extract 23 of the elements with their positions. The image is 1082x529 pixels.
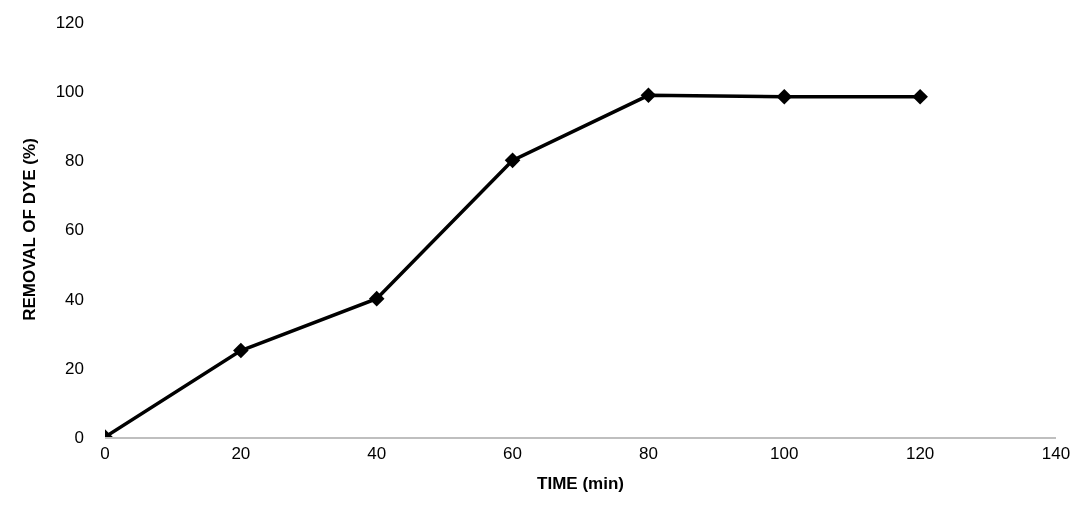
- point: [368, 290, 385, 307]
- x-tick-label: 0: [100, 444, 110, 464]
- x-tick-label: 60: [503, 444, 523, 464]
- y-tick-label: 0: [74, 427, 84, 447]
- y-tick-label: 60: [65, 220, 84, 240]
- x-tick-label: 80: [638, 444, 658, 464]
- point: [504, 152, 521, 169]
- y-tick-label: 120: [55, 12, 84, 32]
- point: [912, 88, 928, 105]
- x-tick-label: 100: [770, 444, 799, 464]
- y-tick-label: 80: [65, 151, 84, 171]
- point: [776, 88, 793, 105]
- y-tick-label: 100: [55, 82, 84, 102]
- y-tick-label: 20: [65, 358, 84, 378]
- point: [233, 342, 249, 359]
- y-axis-title: REMOVAL OF DYE (%): [20, 138, 40, 321]
- y-tick-label: 40: [65, 289, 84, 309]
- x-axis-title: TIME (min): [537, 474, 624, 494]
- x-tick-label: 120: [905, 444, 935, 464]
- point: [640, 87, 657, 104]
- x-tick-label: 40: [367, 444, 387, 464]
- x-tick-label: 20: [231, 444, 251, 464]
- x-tick-label: 140: [1041, 444, 1071, 464]
